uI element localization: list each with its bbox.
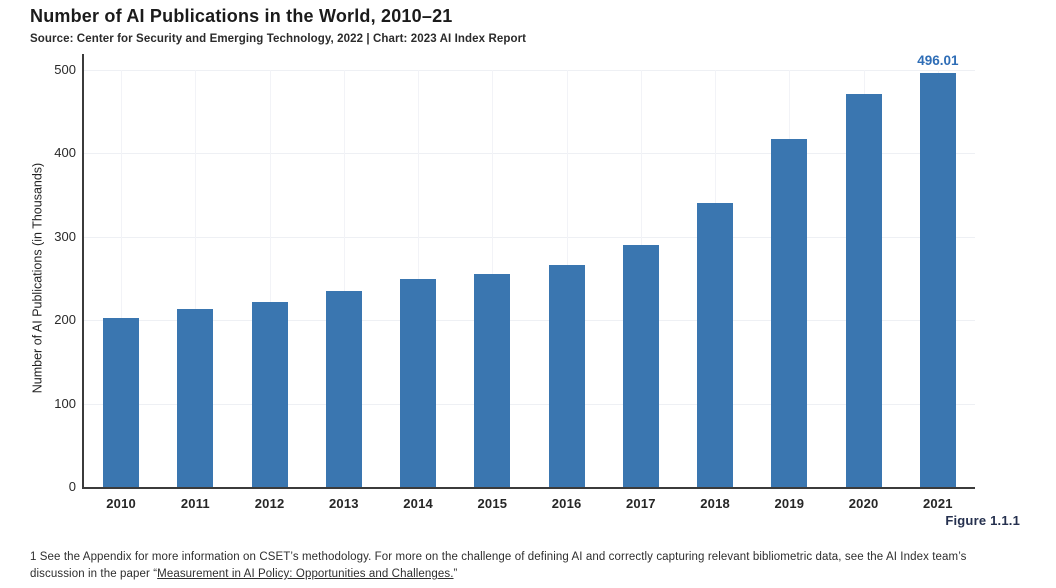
x-tick-label-2019: 2019 <box>774 496 805 511</box>
bar-2016[interactable] <box>548 265 585 487</box>
vertical-gridline <box>343 70 345 487</box>
bar-column-2017: 2017 <box>604 70 678 511</box>
x-tick-label-2021: 2021 <box>923 496 953 511</box>
y-tick-label-400: 400 <box>54 145 76 161</box>
bar-columns: 2010 2011 2012 2013 2014 2015 2016 2017 2018 2019… <box>84 53 975 511</box>
bar-2012[interactable] <box>251 301 288 487</box>
bar-column-2019: 2019 <box>752 70 826 511</box>
vertical-gridline <box>269 70 271 487</box>
x-tick-label-2014: 2014 <box>403 496 433 511</box>
footnote: 1 See the Appendix for more information … <box>30 549 1030 583</box>
bar-column-2014: 2014 <box>381 70 455 511</box>
x-tick-label-2011: 2011 <box>180 496 210 511</box>
bar-2017[interactable] <box>622 245 659 487</box>
bar-column-2012: 2012 <box>233 70 307 511</box>
bar-column-2016: 2016 <box>530 70 604 511</box>
y-axis-line <box>82 54 84 489</box>
bar-column-2013: 2013 <box>307 70 381 511</box>
bar-2021[interactable] <box>919 73 956 487</box>
gridline-y-500 <box>84 70 975 71</box>
y-axis-title: Number of AI Publications (in Thousands) <box>30 162 45 394</box>
y-tick-label-300: 300 <box>54 228 76 244</box>
gridline-y-300 <box>84 236 975 238</box>
x-tick-label-2018: 2018 <box>700 496 730 511</box>
bar-column-2020: 2020 <box>827 70 901 511</box>
footnote-line2-prefix: discussion in the paper “ <box>30 568 158 580</box>
bar-2014[interactable] <box>400 279 437 487</box>
footnote-paper-link[interactable]: Measurement in AI Policy: Opportunities … <box>157 568 454 580</box>
y-tick-label-200: 200 <box>54 312 76 328</box>
bar-column-2018: 2018 <box>678 70 752 511</box>
chart-title: Number of AI Publications in the World, … <box>30 6 453 26</box>
chart-source-line: Source: Center for Security and Emerging… <box>30 33 527 45</box>
x-tick-label-2012: 2012 <box>254 496 285 511</box>
y-tick-label-500: 500 <box>54 62 76 77</box>
vertical-gridline <box>418 70 420 487</box>
bar-2018[interactable] <box>697 203 734 487</box>
vertical-gridline <box>195 70 197 487</box>
y-tick-label-100: 100 <box>54 395 76 411</box>
gridline-y-200 <box>84 320 975 322</box>
x-tick-label-2010: 2010 <box>106 496 136 511</box>
vertical-gridline <box>121 70 123 487</box>
x-tick-label-2015: 2015 <box>477 496 508 511</box>
bar-2010[interactable] <box>103 317 140 487</box>
footnote-line1: 1 See the Appendix for more information … <box>30 551 967 563</box>
figure-number-label: Figure 1.1.1 <box>945 513 1020 528</box>
bar-value-label-2021: 496.01 <box>917 53 959 69</box>
gridline-y-100 <box>84 403 975 405</box>
x-tick-label-2016: 2016 <box>551 496 582 511</box>
bar-column-2021: 2021 496.01 <box>901 53 975 511</box>
y-tick-label-0: 0 <box>68 479 76 494</box>
bar-2019[interactable] <box>771 139 808 487</box>
bar-2011[interactable] <box>177 309 214 487</box>
bar-2015[interactable] <box>474 273 511 487</box>
bar-2020[interactable] <box>845 94 882 487</box>
x-tick-label-2020: 2020 <box>848 496 879 511</box>
bar-column-2015: 2015 <box>455 70 529 511</box>
footnote-line2-suffix: ” <box>453 568 458 580</box>
x-axis-line <box>82 487 975 489</box>
bar-column-2010: 2010 <box>84 70 158 511</box>
bar-2013[interactable] <box>325 291 362 487</box>
bar-column-2011: 2011 <box>158 70 232 511</box>
gridline-y-400 <box>84 153 975 155</box>
x-tick-label-2017: 2017 <box>626 496 656 511</box>
plot-area: 2010 2011 2012 2013 2014 2015 2016 2017 2018 2019… <box>84 53 975 511</box>
x-tick-label-2013: 2013 <box>329 496 359 511</box>
